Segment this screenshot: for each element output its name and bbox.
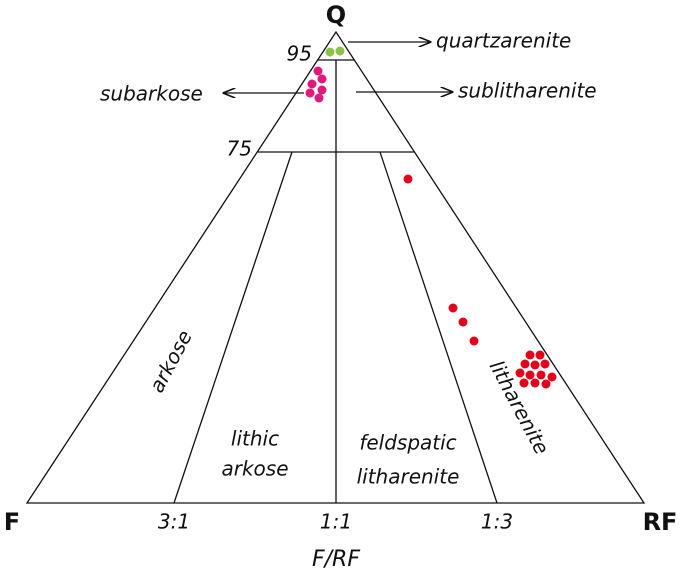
field-label: arkose xyxy=(144,326,197,396)
axis-label: F/RF xyxy=(312,547,360,572)
ratio-label: 3:1 xyxy=(158,510,190,534)
field-label: subarkose xyxy=(100,82,203,106)
line-3-1 xyxy=(173,151,293,504)
apex-f: F xyxy=(4,508,20,536)
field-label: sublitharenite xyxy=(458,79,597,103)
level-label: 95 xyxy=(287,42,312,66)
line-1-3 xyxy=(379,151,498,504)
field-label: litharenite xyxy=(357,465,460,489)
field-label: feldspatic xyxy=(359,431,456,455)
field-label: lithic xyxy=(231,427,279,451)
subarkose-points xyxy=(305,66,327,103)
field-label: arkose xyxy=(221,457,288,481)
field-label: quartzarenite xyxy=(436,29,571,53)
apex-rf: RF xyxy=(643,508,678,536)
level-label: 75 xyxy=(227,137,252,161)
litharenite-points xyxy=(403,174,557,389)
quartzarenite-points xyxy=(325,46,345,57)
ratio-label: 1:1 xyxy=(320,510,352,534)
apex-q: Q xyxy=(326,1,346,29)
ratio-label: 1:3 xyxy=(481,510,513,534)
